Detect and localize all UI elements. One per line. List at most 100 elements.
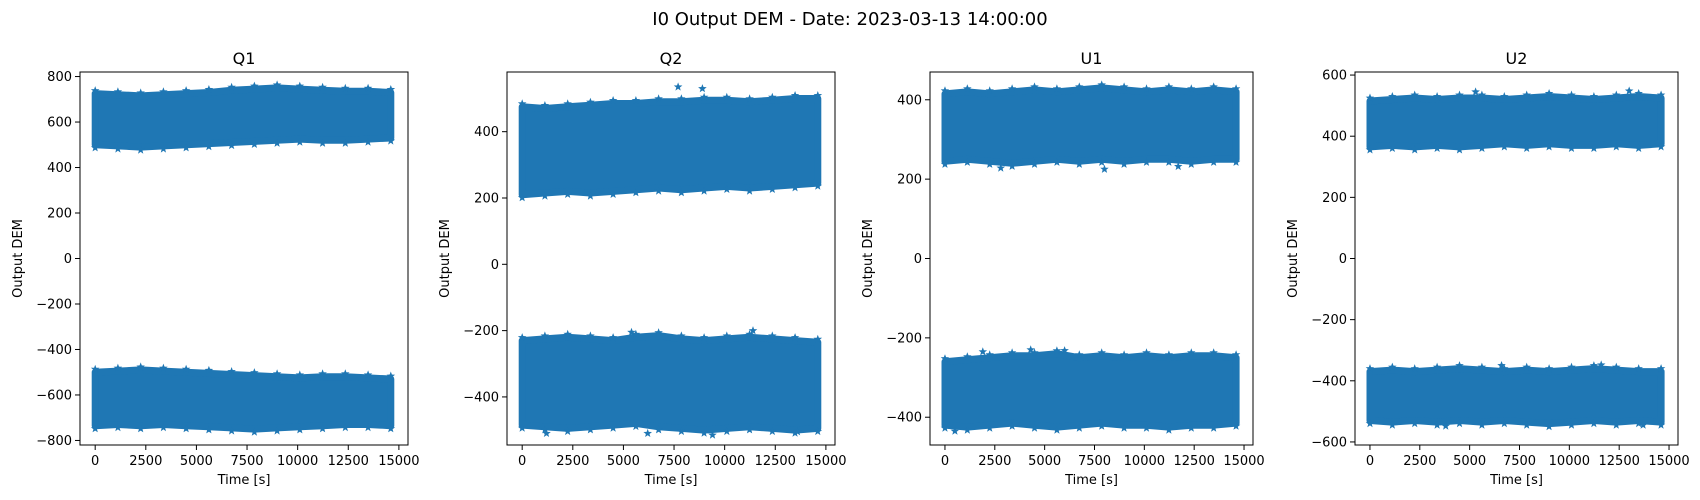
data-point — [790, 428, 800, 437]
data-point — [631, 96, 641, 105]
y-tick-label: −400 — [886, 411, 922, 426]
data-point — [1410, 364, 1419, 373]
y-tick-label: 600 — [1322, 69, 1347, 84]
data-point — [1075, 82, 1084, 91]
data-point — [1544, 142, 1554, 151]
data-point — [227, 367, 236, 376]
data-point — [1634, 364, 1643, 373]
data-point — [1432, 92, 1442, 101]
x-tick-label: 12500 — [328, 454, 369, 469]
data-point — [1209, 157, 1218, 166]
data-point — [745, 186, 754, 195]
data-point-outlier — [698, 84, 707, 93]
data-point — [517, 99, 527, 108]
data-point — [1007, 421, 1017, 430]
y-tick-label: −800 — [36, 434, 72, 449]
data-point — [1656, 90, 1666, 99]
data-point — [1477, 420, 1487, 429]
data-point — [940, 86, 950, 95]
y-axis-label: Output DEM — [11, 219, 26, 298]
y-tick-label: 800 — [47, 70, 72, 85]
data-point — [1656, 364, 1666, 373]
data-point — [1142, 423, 1151, 432]
data-point — [540, 191, 550, 200]
axes-frame — [506, 71, 836, 446]
data-point — [1142, 84, 1151, 93]
data-point — [540, 425, 550, 434]
x-axis-label: Time [s] — [1489, 473, 1543, 488]
x-tick-label: 10000 — [1549, 454, 1590, 469]
data-point — [1432, 420, 1442, 429]
data-point-outlier — [1638, 420, 1648, 429]
data-point — [1119, 423, 1129, 432]
x-tick-label: 2500 — [1403, 454, 1436, 469]
data-point — [1052, 346, 1062, 355]
data-point — [608, 423, 618, 432]
data-point — [1231, 157, 1241, 166]
data-point — [677, 188, 686, 197]
y-tick-label: −600 — [36, 388, 72, 403]
data-point — [113, 87, 123, 96]
data-point — [181, 424, 191, 433]
data-point — [204, 142, 214, 151]
data-band-1 — [941, 84, 1240, 167]
data-point — [136, 362, 145, 371]
data-point — [227, 82, 236, 91]
data-point-outlier — [708, 430, 717, 439]
data-point — [790, 91, 800, 100]
data-point — [1432, 143, 1442, 152]
data-point — [204, 425, 214, 434]
y-tick-label: 200 — [474, 191, 499, 206]
data-point — [1634, 143, 1643, 152]
data-point-outlier — [1597, 360, 1606, 369]
data-point — [1119, 350, 1129, 359]
data-point — [586, 331, 595, 340]
x-axis-label: Time [s] — [644, 473, 698, 488]
data-point — [363, 137, 373, 146]
data-point — [813, 426, 823, 436]
data-point — [563, 426, 572, 436]
data-layer — [517, 82, 823, 439]
panel-title: Q1 — [233, 49, 256, 68]
data-point — [722, 426, 732, 436]
data-point — [1500, 364, 1509, 373]
data-point — [654, 186, 663, 195]
x-tick-label: 10000 — [704, 454, 745, 469]
data-point — [677, 331, 686, 340]
data-point — [1119, 159, 1129, 168]
data-point — [1231, 421, 1241, 430]
data-point — [1164, 82, 1174, 91]
x-tick-label: 5000 — [1453, 454, 1486, 469]
data-point — [699, 186, 709, 195]
x-tick-label: 7500 — [1078, 454, 1111, 469]
data-point — [654, 328, 663, 337]
data-point — [631, 421, 641, 431]
y-tick-label: −400 — [36, 343, 72, 358]
data-point-outlier — [1441, 421, 1450, 430]
data-point-outlier — [673, 82, 683, 91]
data-point — [1455, 90, 1464, 99]
data-point — [1589, 361, 1599, 370]
data-point-outlier — [1060, 346, 1069, 355]
data-point — [1388, 420, 1397, 429]
data-point — [1052, 84, 1062, 93]
data-point — [341, 423, 350, 432]
data-point — [790, 183, 800, 192]
data-point — [363, 370, 373, 379]
data-point — [1567, 90, 1576, 99]
chart-panel-u1: 0 2500 5000 7500 10000 12500 15000 −400 −200 0 200… — [861, 49, 1265, 488]
data-point — [90, 143, 100, 152]
data-point — [1589, 92, 1599, 101]
data-point — [295, 81, 305, 90]
data-point — [341, 138, 350, 147]
y-tick-label: 0 — [64, 252, 72, 267]
data-point — [204, 365, 214, 374]
data-point — [1612, 142, 1621, 151]
data-point — [1477, 90, 1487, 99]
x-axis-label: Time [s] — [1064, 473, 1118, 488]
data-point — [790, 333, 800, 342]
data-point — [1365, 364, 1375, 373]
data-point — [1030, 82, 1039, 91]
data-point — [1097, 157, 1106, 166]
data-point-outlier — [793, 427, 802, 436]
